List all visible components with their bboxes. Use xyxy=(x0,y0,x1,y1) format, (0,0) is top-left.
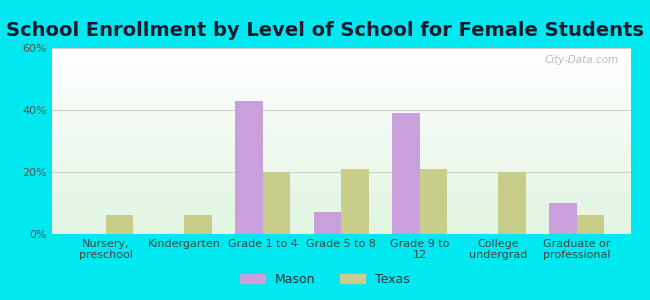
Bar xyxy=(235,101,263,234)
Bar xyxy=(549,203,577,234)
Bar xyxy=(392,113,420,234)
Bar xyxy=(577,215,604,234)
Text: City-Data.com: City-Data.com xyxy=(545,56,619,65)
Bar xyxy=(106,215,133,234)
Bar xyxy=(499,172,526,234)
Bar xyxy=(314,212,341,234)
Bar xyxy=(341,169,369,234)
Bar xyxy=(184,215,212,234)
Bar xyxy=(420,169,447,234)
Legend: Mason, Texas: Mason, Texas xyxy=(235,268,415,291)
Text: School Enrollment by Level of School for Female Students: School Enrollment by Level of School for… xyxy=(6,21,644,40)
Bar xyxy=(263,172,291,234)
